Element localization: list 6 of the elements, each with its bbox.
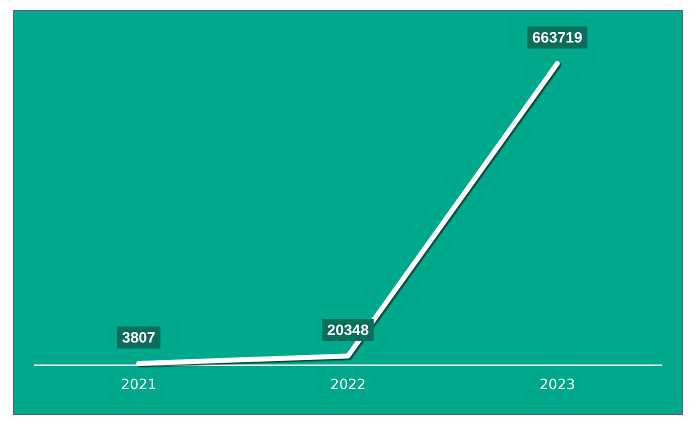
x-tick-label: 2023 [540, 377, 576, 394]
data-label: 3807 [122, 330, 156, 347]
data-label: 20348 [327, 322, 369, 340]
data-label: 663719 [532, 30, 582, 47]
x-tick-label: 2022 [330, 377, 366, 394]
x-tick-label: 2021 [120, 377, 156, 394]
